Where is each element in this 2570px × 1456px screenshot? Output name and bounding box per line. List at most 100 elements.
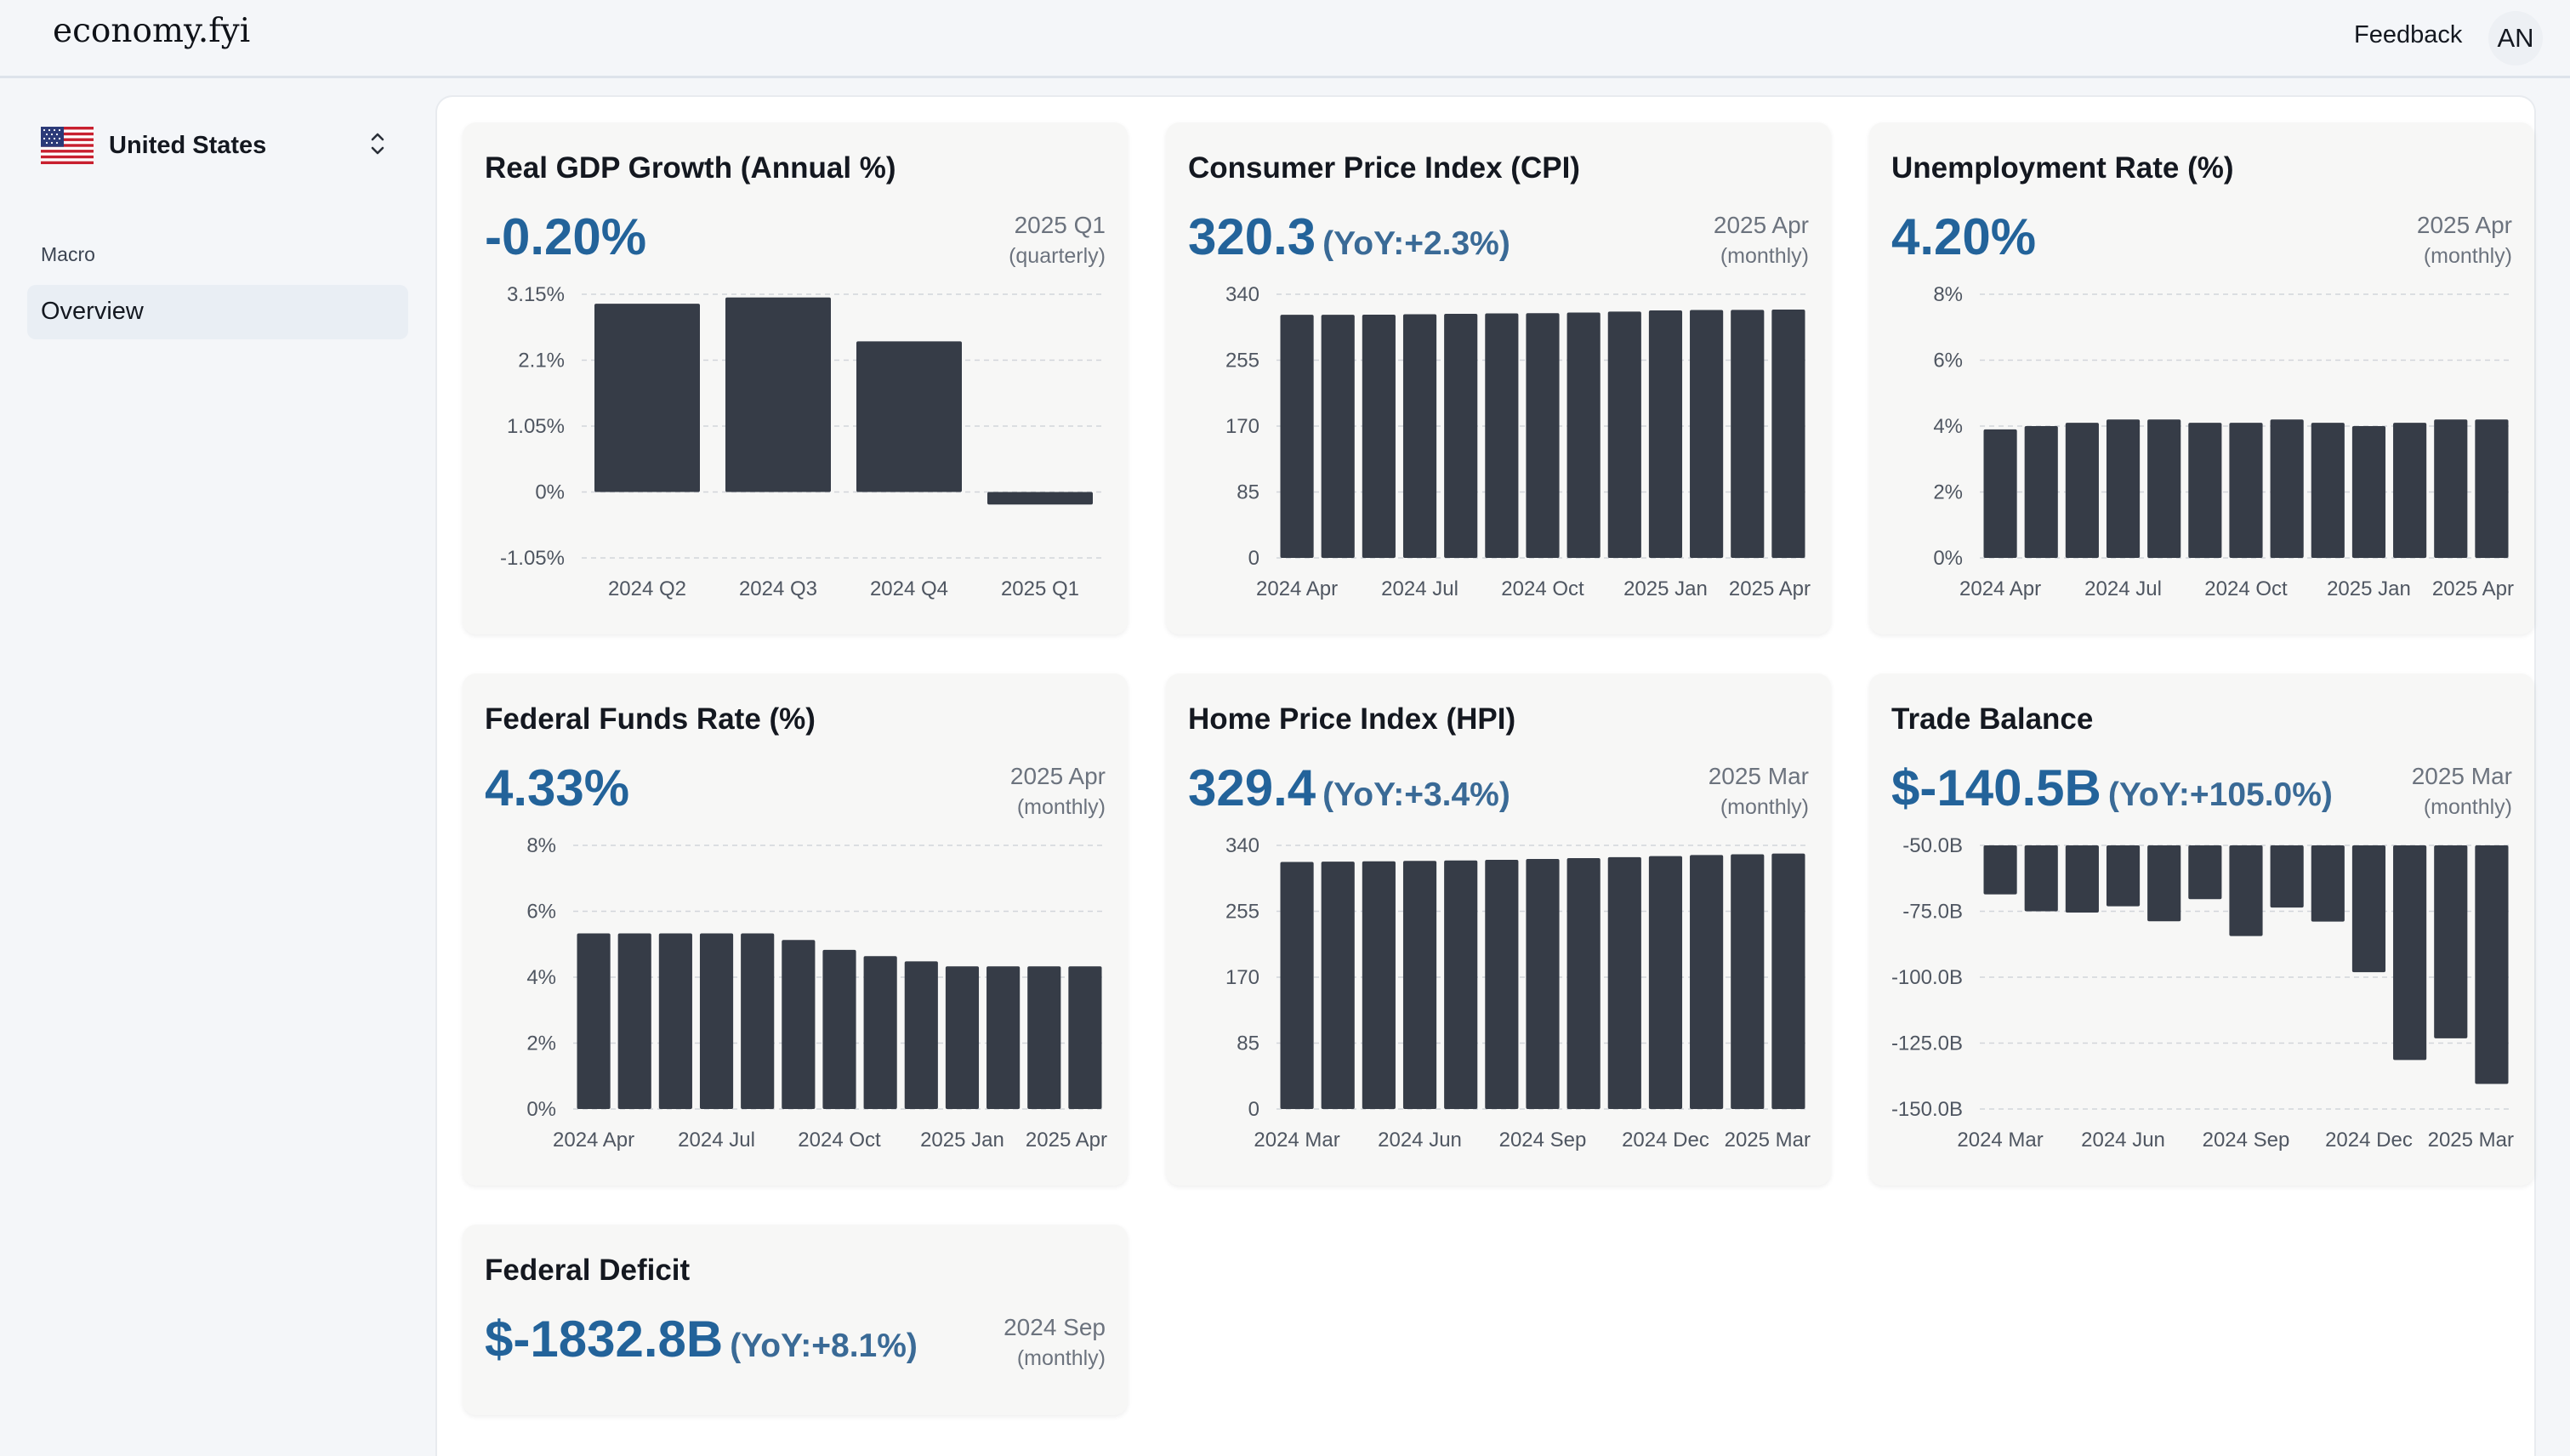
card-period-date: 2025 Apr: [1009, 763, 1106, 789]
x-tick-label: 2024 Mar: [1957, 1129, 2043, 1152]
y-tick-label: 2%: [526, 1032, 556, 1055]
y-tick-label: 0: [1248, 1098, 1259, 1121]
us-flag-icon: [41, 127, 94, 164]
y-tick-label: -1.05%: [500, 547, 565, 570]
card-value-number: 320.3: [1188, 208, 1316, 265]
chart-bar: [1648, 310, 1683, 558]
x-tick-label: 2024 Dec: [1622, 1129, 1709, 1152]
unemployment-chart: 8% 6% 4% 2% 0% 2024 Apr 2024 Jul 2024 Oct 2025 J…: [1933, 284, 2514, 600]
chart-bar: [594, 304, 700, 492]
y-tick-label: 4%: [526, 966, 556, 989]
card-value: 4.20%: [1891, 208, 2036, 266]
card-period: 2025 Mar (monthly): [1709, 760, 1809, 823]
y-tick-label: -50.0B: [1902, 835, 1963, 857]
x-tick-label: 2025 Mar: [1725, 1129, 1811, 1152]
card-period-frequency: (monthly): [1720, 795, 1809, 819]
card-trade-balance[interactable]: Trade Balance $-140.5B (YoY:+105.0%) 2025…: [1869, 674, 2534, 1186]
chart-bar: [1485, 860, 1519, 1109]
main-content: Real GDP Growth (Annual %) -0.20% 2025 Q…: [435, 95, 2536, 1456]
card-period-frequency: (monthly): [1016, 795, 1106, 819]
x-tick-label: 2025 Q1: [1001, 577, 1079, 600]
chart-bar: [863, 956, 897, 1109]
chart-bar: [986, 966, 1021, 1109]
x-tick-label: 2024 Oct: [1501, 577, 1584, 600]
card-value: $-140.5B (YoY:+105.0%): [1891, 759, 2333, 817]
chart-bar: [1485, 313, 1519, 558]
y-tick-label: 2%: [1933, 481, 1963, 504]
x-tick-label: 2024 Apr: [1959, 577, 2041, 600]
chart-bar: [945, 966, 980, 1109]
card-federal-funds-rate[interactable]: Federal Funds Rate (%) 4.33% 2025 Apr (m…: [463, 674, 1128, 1186]
chart-bar: [1983, 429, 2017, 558]
chart-bar: [904, 961, 938, 1109]
x-tick-label: 2025 Jan: [1623, 577, 1708, 600]
chart-bar: [2106, 845, 2141, 907]
x-tick-label: 2024 Oct: [798, 1129, 881, 1152]
card-value: 4.33%: [485, 759, 629, 817]
chart-bar: [1566, 312, 1601, 558]
sidebar: United States Macro Overview: [0, 81, 432, 1456]
x-tick-label: 2025 Apr: [1729, 577, 1811, 600]
card-real-gdp-growth[interactable]: Real GDP Growth (Annual %) -0.20% 2025 Q…: [463, 122, 1128, 634]
user-avatar[interactable]: AN: [2488, 11, 2543, 65]
chart-bar: [1526, 313, 1560, 558]
chevron-up-down-icon: [371, 133, 384, 155]
y-tick-label: 0%: [526, 1098, 556, 1121]
x-tick-label: 2025 Apr: [2432, 577, 2514, 600]
chart-bar: [2393, 845, 2427, 1061]
card-title: Federal Deficit: [485, 1254, 691, 1287]
chart-bar: [1444, 860, 1478, 1109]
chart-bar: [658, 933, 692, 1109]
chart-bar: [856, 341, 962, 492]
sidebar-item-overview[interactable]: Overview: [27, 285, 408, 339]
chart-bar: [2024, 845, 2058, 912]
y-tick-label: 0%: [1933, 547, 1963, 570]
hpi-chart: 340 255 170 85 0 2024 Mar 2024 Jun 2024 Sep 2024…: [1225, 835, 1811, 1152]
card-unemployment-rate[interactable]: Unemployment Rate (%) 4.20% 2025 Apr (mo…: [1869, 122, 2534, 634]
card-period: 2025 Q1 (quarterly): [1009, 209, 1106, 272]
card-period-frequency: (monthly): [2423, 244, 2512, 268]
card-period: 2024 Sep (monthly): [1004, 1311, 1106, 1374]
x-tick-label: 2024 Sep: [1499, 1129, 1587, 1152]
chart-bar: [2351, 845, 2386, 973]
card-value-number: $-1832.8B: [485, 1311, 724, 1368]
y-tick-label: -100.0B: [1891, 966, 1963, 989]
x-tick-label: 2024 Apr: [1256, 577, 1338, 600]
chart-bar: [2434, 845, 2468, 1038]
y-tick-label: 170: [1225, 415, 1259, 438]
chart-bar: [1690, 855, 1724, 1109]
card-period-date: 2025 Mar: [2411, 763, 2512, 789]
card-title: Home Price Index (HPI): [1188, 702, 1516, 736]
feedback-link[interactable]: Feedback: [2354, 21, 2463, 48]
card-value: $-1832.8B (YoY:+8.1%): [485, 1310, 918, 1368]
card-yoy: (YoY:+2.3%): [1322, 225, 1510, 262]
sidebar-item-label: Overview: [41, 298, 144, 325]
card-federal-deficit[interactable]: Federal Deficit $-1832.8B (YoY:+8.1%) 202…: [463, 1225, 1128, 1415]
chart-bar: [1771, 309, 1805, 558]
y-tick-label: 340: [1225, 835, 1259, 857]
y-tick-label: 8%: [526, 835, 556, 857]
x-tick-label: 2025 Jan: [2327, 577, 2411, 600]
country-selector[interactable]: United States: [41, 127, 398, 169]
chart-bar: [2065, 423, 2099, 558]
card-period-date: 2025 Apr: [1713, 212, 1809, 238]
chart-bar: [617, 933, 651, 1109]
card-period: 2025 Apr (monthly): [1714, 209, 1809, 272]
chart-bar: [2475, 419, 2509, 558]
card-value-number: 4.20%: [1891, 208, 2037, 265]
card-period-date: 2025 Apr: [2416, 212, 2512, 238]
app-logo[interactable]: economy.fyi: [53, 12, 251, 50]
x-tick-label: 2024 Jun: [1378, 1129, 1462, 1152]
section-label-macro: Macro: [41, 243, 95, 265]
chart-bar: [1566, 858, 1601, 1109]
chart-bar: [1771, 853, 1805, 1109]
chart-bar: [2393, 423, 2427, 558]
chart-bar: [1362, 314, 1396, 558]
card-home-price-index[interactable]: Home Price Index (HPI) 329.4 (YoY:+3.4%) …: [1166, 674, 1831, 1186]
y-tick-label: 255: [1225, 901, 1259, 924]
x-tick-label: 2024 Jun: [2081, 1129, 2165, 1152]
chart-bar: [1321, 315, 1355, 558]
card-cpi[interactable]: Consumer Price Index (CPI) 320.3 (YoY:+2.…: [1166, 122, 1831, 634]
chart-bar: [2188, 845, 2222, 900]
card-period-date: 2025 Q1: [1014, 212, 1106, 238]
